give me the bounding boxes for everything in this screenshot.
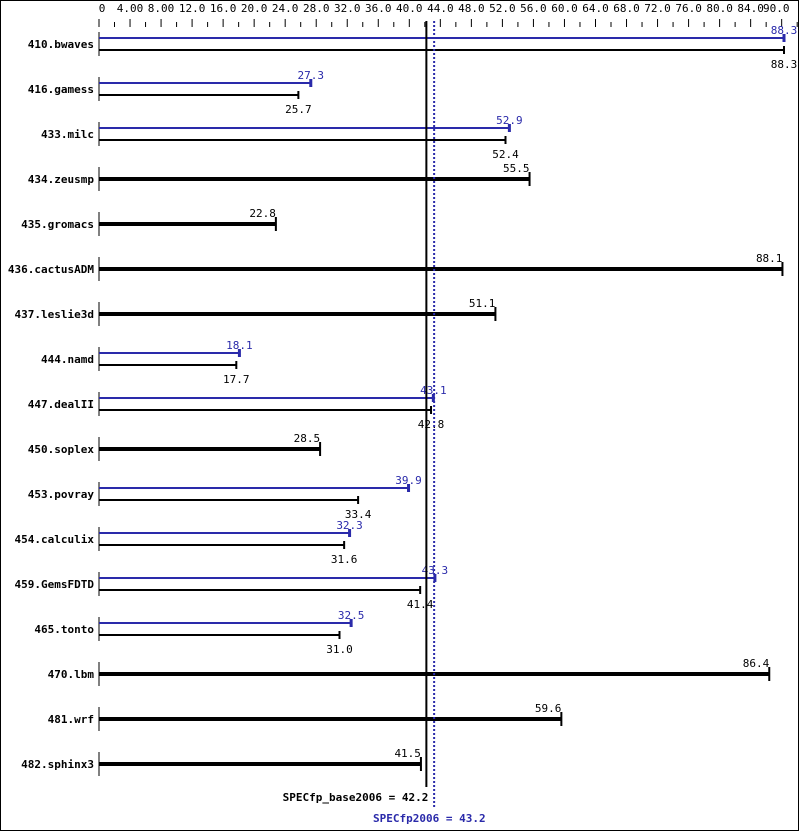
base-value-label: 28.5: [294, 432, 321, 445]
peak-bar-end: [309, 79, 313, 87]
tick-label: 72.0: [644, 2, 671, 15]
benchmark-label: 465.tonto: [34, 623, 94, 636]
peak-value-label: 32.5: [338, 609, 365, 622]
peak-bar-end: [349, 619, 353, 627]
tick-label: 48.0: [458, 2, 485, 15]
tick-label: 60.0: [551, 2, 578, 15]
tick-label: 4.00: [117, 2, 144, 15]
peak-value-label: 88.3: [771, 24, 798, 37]
base-value-label: 41.4: [407, 598, 434, 611]
base-value-label: 42.8: [418, 418, 445, 431]
base-value-label: 88.3: [771, 58, 798, 71]
benchmark-label: 447.dealII: [28, 398, 94, 411]
benchmark-label: 470.lbm: [48, 668, 95, 681]
benchmark-label: 459.GemsFDTD: [15, 578, 95, 591]
benchmark-label: 453.povray: [28, 488, 95, 501]
base-value-label: 59.6: [535, 702, 562, 715]
benchmark-label: 436.cactusADM: [8, 263, 94, 276]
benchmark-label: 435.gromacs: [21, 218, 94, 231]
base-value-label: 17.7: [223, 373, 250, 386]
peak-bar-end: [407, 484, 411, 492]
peak-bar-end: [507, 124, 511, 132]
benchmark-label: 450.soplex: [28, 443, 95, 456]
tick-label: 20.0: [241, 2, 268, 15]
tick-label: 40.0: [396, 2, 423, 15]
base-value-label: 25.7: [285, 103, 312, 116]
tick-label: 76.0: [675, 2, 702, 15]
tick-label: 8.00: [148, 2, 175, 15]
tick-label: 12.0: [179, 2, 206, 15]
tick-label: 0: [99, 2, 106, 15]
base-value-label: 51.1: [469, 297, 496, 310]
peak-value-label: 32.3: [336, 519, 363, 532]
tick-label: 56.0: [520, 2, 547, 15]
peak-reference-label: SPECfp2006 = 43.2: [373, 812, 486, 825]
peak-value-label: 52.9: [496, 114, 523, 127]
base-value-label: 31.0: [326, 643, 353, 656]
tick-label: 84.0: [737, 2, 764, 15]
peak-bar-end: [348, 529, 352, 537]
benchmark-label: 481.wrf: [48, 713, 94, 726]
base-value-label: 55.5: [503, 162, 530, 175]
base-value-label: 41.5: [394, 747, 421, 760]
base-value-label: 88.1: [756, 252, 783, 265]
tick-label: 64.0: [582, 2, 609, 15]
peak-value-label: 27.3: [298, 69, 325, 82]
peak-value-label: 39.9: [395, 474, 422, 487]
tick-label: 32.0: [334, 2, 361, 15]
peak-bar-end: [237, 349, 241, 357]
benchmark-label: 437.leslie3d: [15, 308, 94, 321]
benchmark-label: 410.bwaves: [28, 38, 94, 51]
benchmark-label: 454.calculix: [15, 533, 95, 546]
tick-label: 24.0: [272, 2, 299, 15]
benchmark-label: 416.gamess: [28, 83, 94, 96]
tick-label: 16.0: [210, 2, 237, 15]
base-value-label: 31.6: [331, 553, 358, 566]
benchmark-label: 434.zeusmp: [28, 173, 95, 186]
tick-label: 90.0: [763, 2, 790, 15]
base-value-label: 86.4: [743, 657, 770, 670]
peak-value-label: 18.1: [226, 339, 253, 352]
base-reference-label: SPECfp_base2006 = 42.2: [283, 791, 429, 804]
tick-label: 36.0: [365, 2, 392, 15]
base-value-label: 22.8: [249, 207, 276, 220]
benchmark-label: 482.sphinx3: [21, 758, 94, 771]
base-value-label: 33.4: [345, 508, 372, 521]
tick-label: 44.0: [427, 2, 454, 15]
benchmark-label: 433.milc: [41, 128, 94, 141]
benchmark-label: 444.namd: [41, 353, 94, 366]
tick-label: 52.0: [489, 2, 516, 15]
tick-label: 28.0: [303, 2, 330, 15]
tick-label: 68.0: [613, 2, 640, 15]
tick-label: 80.0: [706, 2, 733, 15]
peak-bar-end: [782, 34, 786, 42]
base-value-label: 52.4: [492, 148, 519, 161]
